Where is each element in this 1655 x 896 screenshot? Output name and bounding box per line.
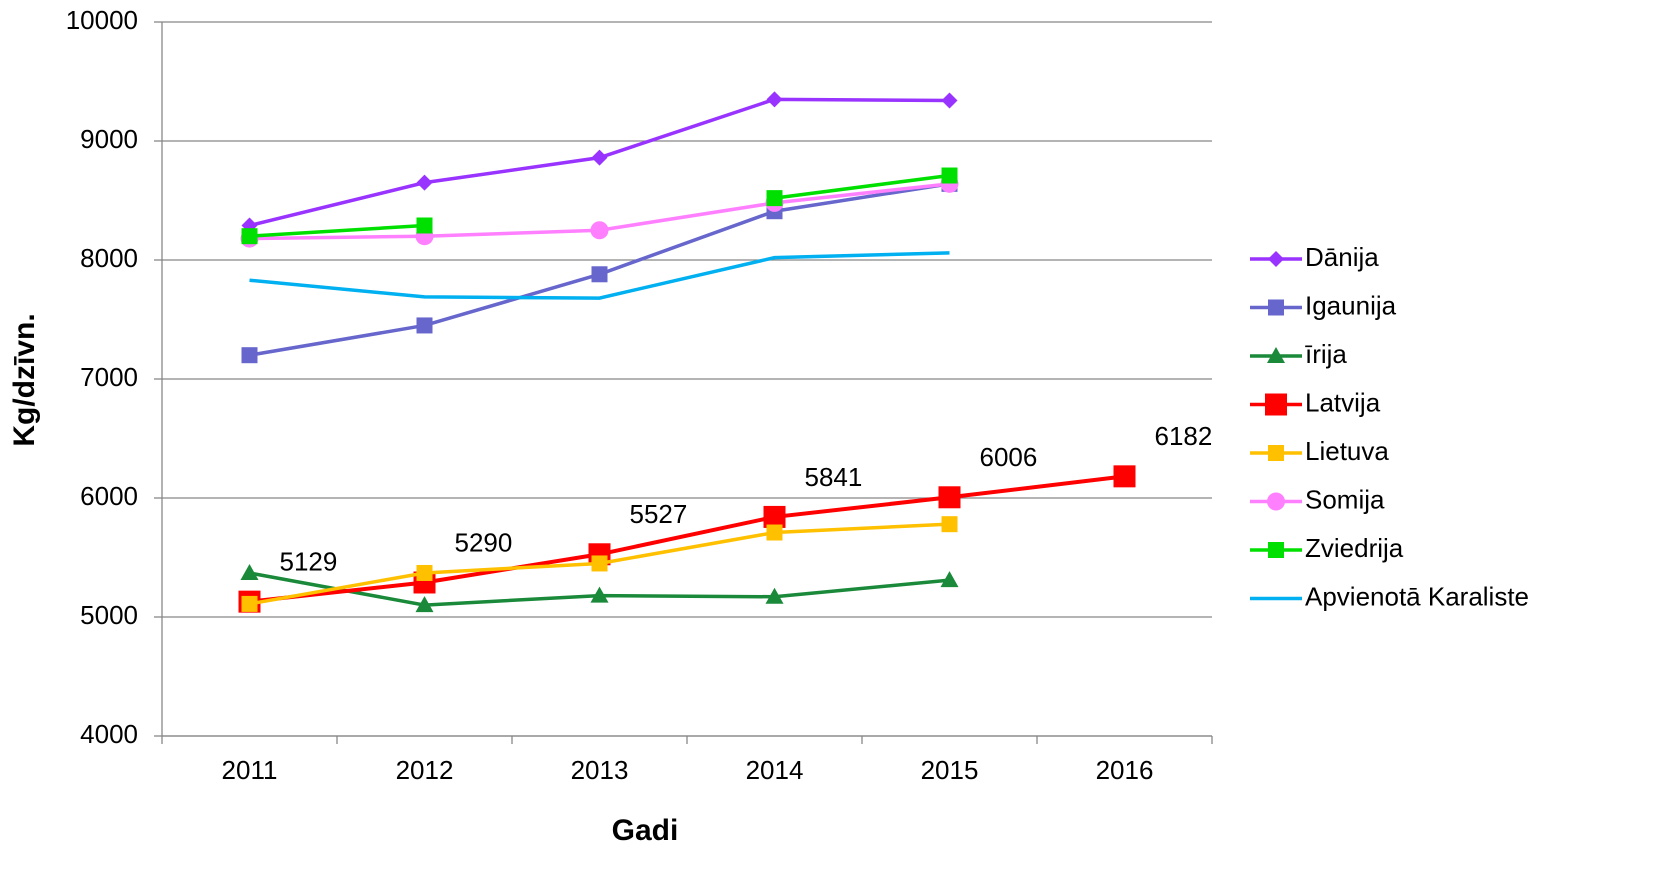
x-tick-label: 2011 — [222, 755, 278, 785]
legend-label: Zviedrija — [1305, 533, 1404, 563]
series-line — [249, 474, 1125, 604]
y-tick-label: 10000 — [66, 5, 138, 35]
marker — [763, 505, 786, 528]
marker — [766, 524, 783, 541]
data-label: 6182 — [1155, 421, 1213, 451]
y-tick-label: 4000 — [80, 719, 138, 749]
x-tick-label: 2015 — [921, 755, 979, 785]
data-label: 5527 — [630, 499, 688, 529]
marker — [1265, 393, 1287, 416]
marker — [590, 221, 609, 240]
marker — [941, 516, 958, 533]
data-label: 5290 — [455, 527, 513, 557]
marker — [941, 167, 958, 184]
marker — [591, 555, 608, 572]
marker — [940, 571, 959, 588]
x-tick-label: 2013 — [571, 755, 629, 785]
marker — [591, 266, 608, 283]
legend-label: Dānija — [1305, 242, 1379, 272]
y-tick-label: 7000 — [80, 362, 138, 392]
marker — [241, 228, 258, 245]
y-tick-label: 6000 — [80, 481, 138, 511]
marker — [1113, 465, 1136, 488]
marker — [241, 595, 258, 612]
y-axis-title: Kg/dzīvn. — [8, 313, 41, 446]
marker — [1268, 251, 1284, 267]
marker — [416, 317, 433, 334]
legend-label: Igaunija — [1305, 290, 1397, 320]
data-label: 5841 — [805, 462, 863, 492]
y-tick-label: 5000 — [80, 600, 138, 630]
legend-label: Lietuva — [1305, 436, 1389, 466]
marker — [590, 586, 609, 603]
legend-label: Somija — [1305, 484, 1385, 514]
y-tick-label: 9000 — [80, 124, 138, 154]
marker — [240, 563, 259, 580]
marker — [1268, 299, 1284, 316]
y-tick-label: 8000 — [80, 243, 138, 273]
legend-label: īrija — [1305, 339, 1347, 369]
marker — [766, 91, 783, 108]
data-label: 5129 — [280, 547, 338, 577]
marker — [416, 217, 433, 234]
marker — [765, 587, 784, 604]
series-line — [249, 223, 425, 238]
marker — [416, 174, 433, 191]
legend-label: Latvija — [1305, 387, 1381, 417]
data-label: 6006 — [980, 442, 1038, 472]
x-tick-label: 2016 — [1096, 755, 1154, 785]
marker — [766, 190, 783, 207]
marker — [941, 92, 958, 109]
marker — [1267, 347, 1285, 363]
marker — [415, 596, 434, 613]
series-line — [774, 173, 950, 200]
marker — [1268, 445, 1284, 461]
x-tick-label: 2014 — [746, 755, 804, 785]
marker — [1267, 492, 1285, 511]
marker — [591, 149, 608, 166]
x-tick-label: 2012 — [396, 755, 454, 785]
marker — [241, 347, 258, 364]
marker — [1268, 542, 1284, 558]
marker — [938, 486, 961, 509]
marker — [416, 564, 433, 581]
series-line — [249, 251, 950, 300]
x-axis-title: Gadi — [612, 814, 679, 847]
legend-label: Apvienotā Karaliste — [1305, 581, 1529, 611]
